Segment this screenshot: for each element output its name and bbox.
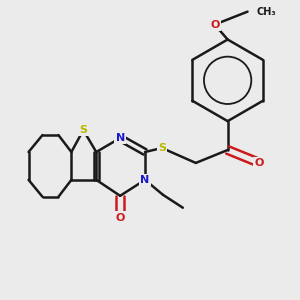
Text: S: S — [79, 125, 87, 135]
Text: N: N — [116, 133, 125, 143]
Text: S: S — [158, 143, 166, 153]
Text: N: N — [140, 175, 150, 185]
Text: O: O — [255, 158, 264, 168]
Text: O: O — [116, 213, 125, 223]
Text: CH₃: CH₃ — [256, 7, 276, 16]
Text: O: O — [210, 20, 219, 30]
